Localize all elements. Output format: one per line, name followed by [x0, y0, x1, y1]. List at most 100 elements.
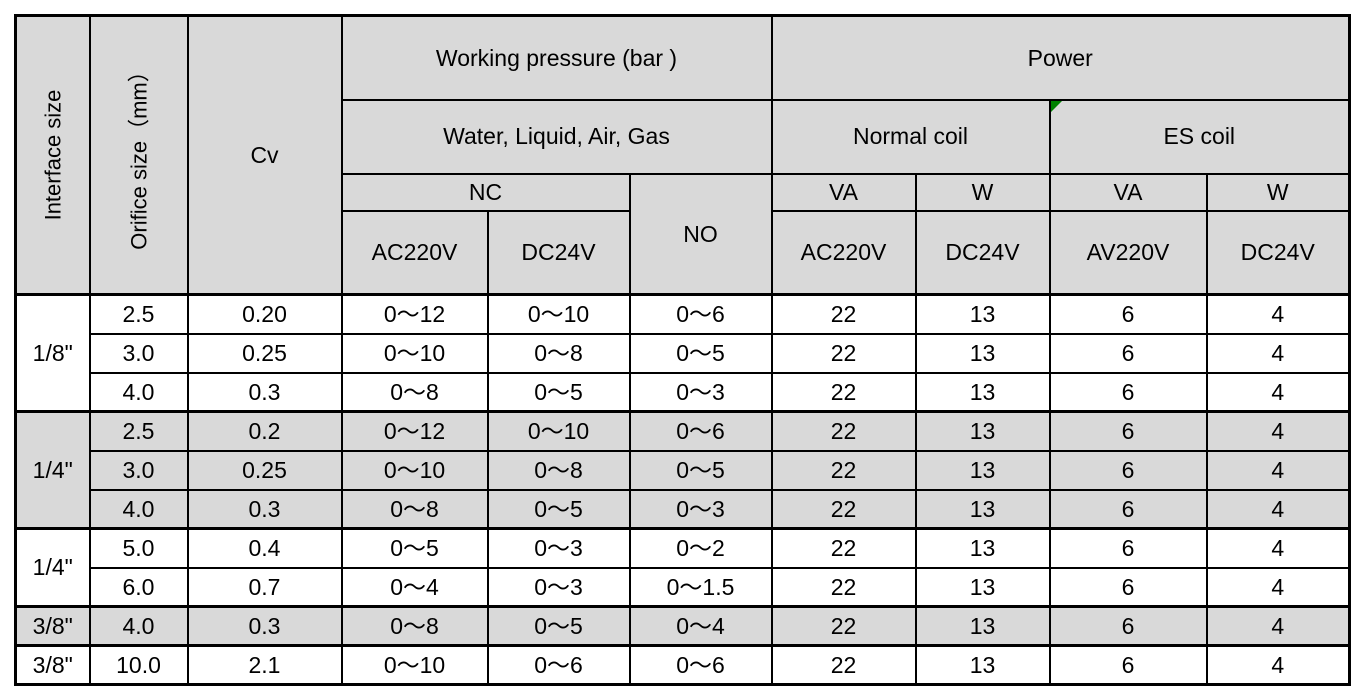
nc-dc24-pressure-cell: 0～5	[486, 371, 631, 413]
es-coil-w-cell: 4	[1205, 644, 1351, 686]
normal-coil-va-cell: 22	[770, 371, 917, 413]
normal-coil-va-cell: 22	[770, 488, 917, 530]
table-row: 3.0 0.25 0～10 0～8 0～5 22 13 6 4	[16, 332, 1351, 374]
header-normal-ac220: AC220V	[770, 209, 917, 296]
orifice-cell: 2.5	[88, 293, 189, 335]
nc-dc24-pressure-cell: 0～8	[486, 449, 631, 491]
header-normal-coil: Normal coil	[770, 98, 1051, 175]
es-coil-va-cell: 6	[1048, 410, 1208, 452]
cv-cell: 0.3	[186, 605, 343, 647]
nc-dc24-pressure-cell: 0～3	[486, 527, 631, 569]
normal-coil-va-cell: 22	[770, 410, 917, 452]
es-coil-va-cell: 6	[1048, 527, 1208, 569]
nc-dc24-pressure-cell: 0～10	[486, 410, 631, 452]
orifice-cell: 2.5	[88, 410, 189, 452]
normal-coil-va-cell: 22	[770, 566, 917, 608]
cv-cell: 0.7	[186, 566, 343, 608]
header-interface-size-label: Interface size	[40, 89, 66, 221]
header-interface-size: Interface size	[14, 14, 91, 296]
no-pressure-cell: 0～6	[628, 644, 773, 686]
header-no: NO	[628, 172, 773, 296]
cv-cell: 0.4	[186, 527, 343, 569]
interface-size-cell: 3/8"	[14, 644, 91, 686]
es-coil-w-cell: 4	[1205, 293, 1351, 335]
es-coil-va-cell: 6	[1048, 488, 1208, 530]
es-coil-va-cell: 6	[1048, 644, 1208, 686]
table-container: Interface size Orifice size（mm） Cv Worki…	[14, 14, 1351, 686]
nc-dc24-pressure-cell: 0～3	[486, 566, 631, 608]
orifice-cell: 6.0	[88, 566, 189, 608]
header-working-pressure: Working pressure (bar )	[340, 14, 773, 101]
header-row-1: Interface size Orifice size（mm） Cv Worki…	[14, 14, 1351, 296]
cv-cell: 0.25	[186, 449, 343, 491]
interface-size-cell: 3/8"	[14, 605, 91, 647]
header-nc-ac220: AC220V	[340, 209, 489, 296]
interface-size-cell: 1/4"	[14, 527, 91, 608]
normal-coil-va-cell: 22	[770, 449, 917, 491]
normal-coil-w-cell: 13	[914, 566, 1051, 608]
table-row: 3/8" 4.0 0.3 0～8 0～5 0～4 22 13 6 4	[14, 605, 1351, 647]
es-coil-w-cell: 4	[1205, 605, 1351, 647]
header-normal-w-unit: W	[914, 172, 1051, 212]
interface-size-cell: 1/8"	[14, 293, 91, 413]
header-nc-dc24: DC24V	[486, 209, 631, 296]
header-nc: NC	[340, 172, 631, 212]
header-es-coil-label: ES coil	[1163, 123, 1236, 150]
nc-ac220-pressure-cell: 0～8	[340, 488, 489, 530]
nc-dc24-pressure-cell: 0～6	[486, 644, 631, 686]
nc-ac220-pressure-cell: 0～10	[340, 644, 489, 686]
header-es-dc24: DC24V	[1205, 209, 1351, 296]
cv-cell: 0.3	[186, 488, 343, 530]
no-pressure-cell: 0～4	[628, 605, 773, 647]
nc-ac220-pressure-cell: 0～10	[340, 332, 489, 374]
header-es-va-unit: VA	[1048, 172, 1208, 212]
interface-size-cell: 1/4"	[14, 410, 91, 530]
nc-ac220-pressure-cell: 0～4	[340, 566, 489, 608]
orifice-cell: 4.0	[88, 371, 189, 413]
normal-coil-w-cell: 13	[914, 527, 1051, 569]
header-row-4: AC220V DC24V AC220V DC24V AV220V DC24V	[16, 209, 1351, 296]
no-pressure-cell: 0～6	[628, 293, 773, 335]
orifice-cell: 10.0	[88, 644, 189, 686]
orifice-cell: 4.0	[88, 605, 189, 647]
es-coil-w-cell: 4	[1205, 410, 1351, 452]
header-row-2: Water, Liquid, Air, Gas Normal coil ES c…	[16, 98, 1351, 175]
orifice-cell: 3.0	[88, 332, 189, 374]
es-coil-va-cell: 6	[1048, 605, 1208, 647]
normal-coil-w-cell: 13	[914, 371, 1051, 413]
nc-dc24-pressure-cell: 0～10	[486, 293, 631, 335]
normal-coil-w-cell: 13	[914, 644, 1051, 686]
table-row: 1/4" 5.0 0.4 0～5 0～3 0～2 22 13 6 4	[14, 527, 1351, 608]
no-pressure-cell: 0～3	[628, 488, 773, 530]
table-row: 3/8" 10.0 2.1 0～10 0～6 0～6 22 13 6 4	[14, 644, 1351, 686]
header-row-3: NC NO VA W VA W	[16, 172, 1351, 296]
nc-dc24-pressure-cell: 0～8	[486, 332, 631, 374]
no-pressure-cell: 0～6	[628, 410, 773, 452]
cv-cell: 0.2	[186, 410, 343, 452]
es-coil-w-cell: 4	[1205, 488, 1351, 530]
es-coil-va-cell: 6	[1048, 371, 1208, 413]
cv-cell: 0.25	[186, 332, 343, 374]
header-orifice-size-label: Orifice size（mm）	[125, 60, 151, 250]
nc-ac220-pressure-cell: 0～8	[340, 371, 489, 413]
valve-spec-table: Interface size Orifice size（mm） Cv Worki…	[14, 14, 1351, 686]
header-orifice-size: Orifice size（mm）	[88, 14, 189, 296]
nc-ac220-pressure-cell: 0～8	[340, 605, 489, 647]
normal-coil-va-cell: 22	[770, 332, 917, 374]
no-pressure-cell: 0～5	[628, 449, 773, 491]
cv-cell: 2.1	[186, 644, 343, 686]
header-normal-va-unit: VA	[770, 172, 917, 212]
cv-cell: 0.3	[186, 371, 343, 413]
no-pressure-cell: 0～1.5	[628, 566, 773, 608]
no-pressure-cell: 0～2	[628, 527, 773, 569]
normal-coil-w-cell: 13	[914, 410, 1051, 452]
header-cv: Cv	[186, 14, 343, 296]
table-row: 1/4" 2.5 0.2 0～12 0～10 0～6 22 13 6 4	[14, 410, 1351, 530]
table-row: 6.0 0.7 0～4 0～3 0～1.5 22 13 6 4	[16, 566, 1351, 608]
orifice-cell: 4.0	[88, 488, 189, 530]
nc-dc24-pressure-cell: 0～5	[486, 605, 631, 647]
es-coil-w-cell: 4	[1205, 371, 1351, 413]
nc-ac220-pressure-cell: 0～5	[340, 527, 489, 569]
es-coil-w-cell: 4	[1205, 527, 1351, 569]
normal-coil-w-cell: 13	[914, 293, 1051, 335]
